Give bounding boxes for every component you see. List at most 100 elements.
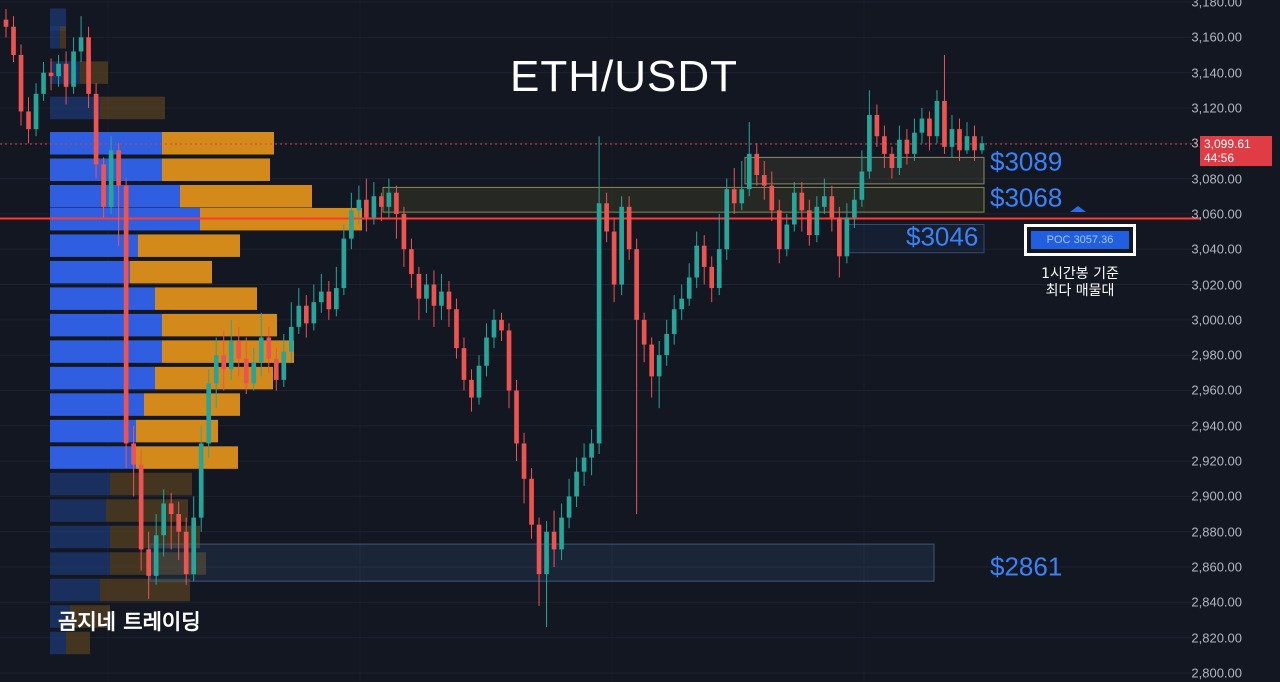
volume-profile-sell-bar: [100, 578, 190, 602]
candle-body: [416, 273, 422, 299]
volume-profile-buy-bar: [50, 525, 110, 549]
volume-profile-sell-bar: [66, 631, 90, 655]
volume-profile-buy-bar: [50, 184, 180, 208]
candle-body: [859, 171, 865, 200]
candle-body: [41, 72, 46, 94]
candle-body: [146, 549, 151, 576]
candle-body: [221, 355, 227, 370]
price-tick-label: 2,960.00: [1191, 382, 1242, 398]
volume-profile-sell-bar: [100, 96, 165, 120]
volume-profile-sell-bar: [110, 472, 192, 496]
poc-annotation-line1: 1시간봉 기준: [1041, 266, 1119, 282]
price-tick-label: 2,820.00: [1191, 630, 1242, 646]
candle-body: [506, 330, 512, 391]
candle-body: [716, 249, 722, 289]
candle-body: [454, 309, 459, 349]
candle-body: [574, 471, 579, 497]
candle-body: [957, 129, 962, 151]
candle-body: [101, 164, 106, 207]
volume-profile-sell-bar: [144, 393, 240, 416]
candle-body: [56, 63, 61, 77]
candle-body: [829, 196, 835, 218]
candle-body: [776, 210, 782, 250]
candle-body: [484, 337, 489, 366]
candle-body: [514, 390, 519, 444]
candle-body: [431, 284, 437, 306]
candle-body: [559, 517, 564, 550]
candle-body: [281, 351, 287, 380]
candle-body: [26, 111, 31, 130]
candle-body: [461, 348, 467, 380]
poc-label-box: POC 3057.36: [1024, 224, 1136, 256]
candle-body: [942, 100, 947, 147]
volume-profile-sell-bar: [60, 26, 66, 49]
candle-body: [206, 383, 212, 444]
candle-body: [656, 355, 662, 377]
candle-body: [634, 249, 639, 320]
level-label-3068: $3068: [990, 182, 1063, 213]
price-tick-label: 2,980.00: [1191, 347, 1242, 363]
poc-annotation-line2: 최다 매물대: [1045, 283, 1115, 299]
candle-body: [476, 365, 482, 398]
price-tick-label: 3,160.00: [1191, 29, 1242, 45]
candle-body: [979, 143, 985, 151]
volume-profile-buy-bar: [50, 393, 144, 416]
candle-body: [116, 150, 121, 186]
candle-body: [349, 210, 354, 239]
price-tick-label: 2,800.00: [1191, 665, 1242, 681]
last-price-tag: 3,099.61 44:56: [1200, 136, 1272, 166]
candle-body: [671, 309, 677, 334]
poc-label-value: 3057.36: [1073, 234, 1114, 246]
price-tick-label: 3,120.00: [1191, 100, 1242, 116]
watermark-text: 곰지네 트레이딩: [58, 610, 201, 634]
price-tick-label: 3,140.00: [1191, 65, 1242, 81]
candle-body: [33, 93, 39, 130]
volume-profile-sell-bar: [162, 158, 270, 181]
candle-body: [799, 192, 805, 211]
candle-body: [566, 496, 572, 518]
volume-profile-sell-bar: [70, 605, 110, 628]
candle-body: [379, 196, 384, 207]
candle-body: [491, 319, 497, 338]
candle-body: [71, 51, 76, 87]
candle-body: [409, 249, 414, 274]
candle-body: [371, 196, 377, 218]
price-tick-label: 3,020.00: [1191, 277, 1242, 293]
volume-profile-buy-bar: [50, 313, 162, 337]
poc-marker: [1070, 206, 1086, 212]
candle-body: [93, 93, 99, 165]
candle-body: [754, 153, 760, 176]
candle-body: [266, 337, 272, 359]
volume-profile-buy-bar: [50, 499, 106, 522]
zone-3046: [847, 223, 985, 254]
candle-body: [334, 288, 339, 310]
candle-body: [919, 118, 925, 133]
candle-body: [168, 503, 174, 515]
candle-body: [822, 196, 827, 207]
candle-body: [198, 443, 204, 518]
volume-profile-buy-bar: [50, 26, 60, 49]
zone-3068: [382, 186, 985, 213]
candle-body: [183, 531, 189, 575]
candle-body: [814, 206, 820, 236]
candle-body: [341, 238, 347, 289]
candle-body: [882, 136, 887, 154]
volume-profile-buy-bar: [50, 419, 136, 443]
volume-profile-buy-bar: [50, 578, 100, 602]
candle-body: [401, 213, 407, 250]
candle-body: [761, 175, 767, 186]
level-label-3046: $3046: [906, 221, 979, 252]
candle-body: [904, 139, 910, 154]
candle-body: [897, 139, 902, 168]
zone-3089: [744, 156, 985, 185]
volume-profile-buy-bar: [50, 446, 136, 469]
price-tick-label: 3,080.00: [1191, 171, 1242, 187]
price-tick-label: 2,860.00: [1191, 559, 1242, 575]
volume-profile-sell-bar: [162, 132, 274, 155]
candle-countdown: 44:56: [1204, 151, 1235, 165]
poc-label-name: POC: [1046, 234, 1071, 246]
candle-body: [303, 305, 309, 324]
price-tick-label: 3,180.00: [1191, 0, 1242, 10]
candle-body: [701, 245, 707, 267]
